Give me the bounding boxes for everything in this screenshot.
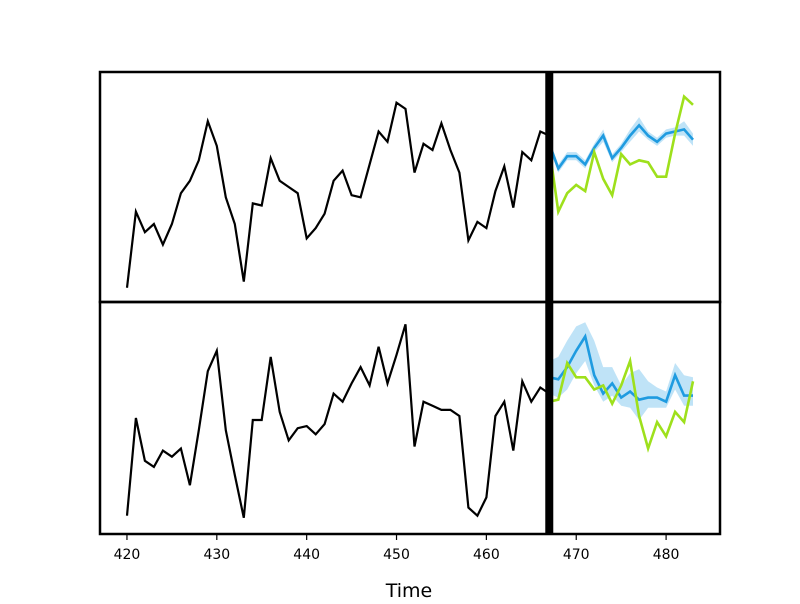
forecast-line: [549, 333, 693, 404]
x-tick-label: 480: [653, 547, 680, 563]
x-axis-title: Time: [385, 580, 433, 600]
panel-2: [98, 300, 722, 536]
panel-1: [98, 70, 722, 304]
history-line: [125, 323, 550, 519]
x-tick-label: 460: [473, 547, 500, 563]
x-tick-label: 440: [293, 547, 320, 563]
x-tick-label: 430: [203, 547, 230, 563]
forecast-line: [548, 123, 694, 172]
panel-frame: [98, 300, 722, 536]
forecast-band: [549, 117, 693, 173]
x-tick-label: 470: [563, 547, 590, 563]
x-axis: 420 430 440 450 460 470 480: [114, 534, 680, 563]
panels-layer: [98, 70, 722, 536]
x-tick-label: 450: [383, 547, 410, 563]
actual-line: [548, 94, 694, 217]
panel-frame: [98, 70, 722, 304]
history-line: [125, 100, 550, 288]
actual-line: [549, 355, 695, 453]
forecast-band: [549, 322, 693, 420]
x-tick-label: 420: [114, 547, 141, 563]
